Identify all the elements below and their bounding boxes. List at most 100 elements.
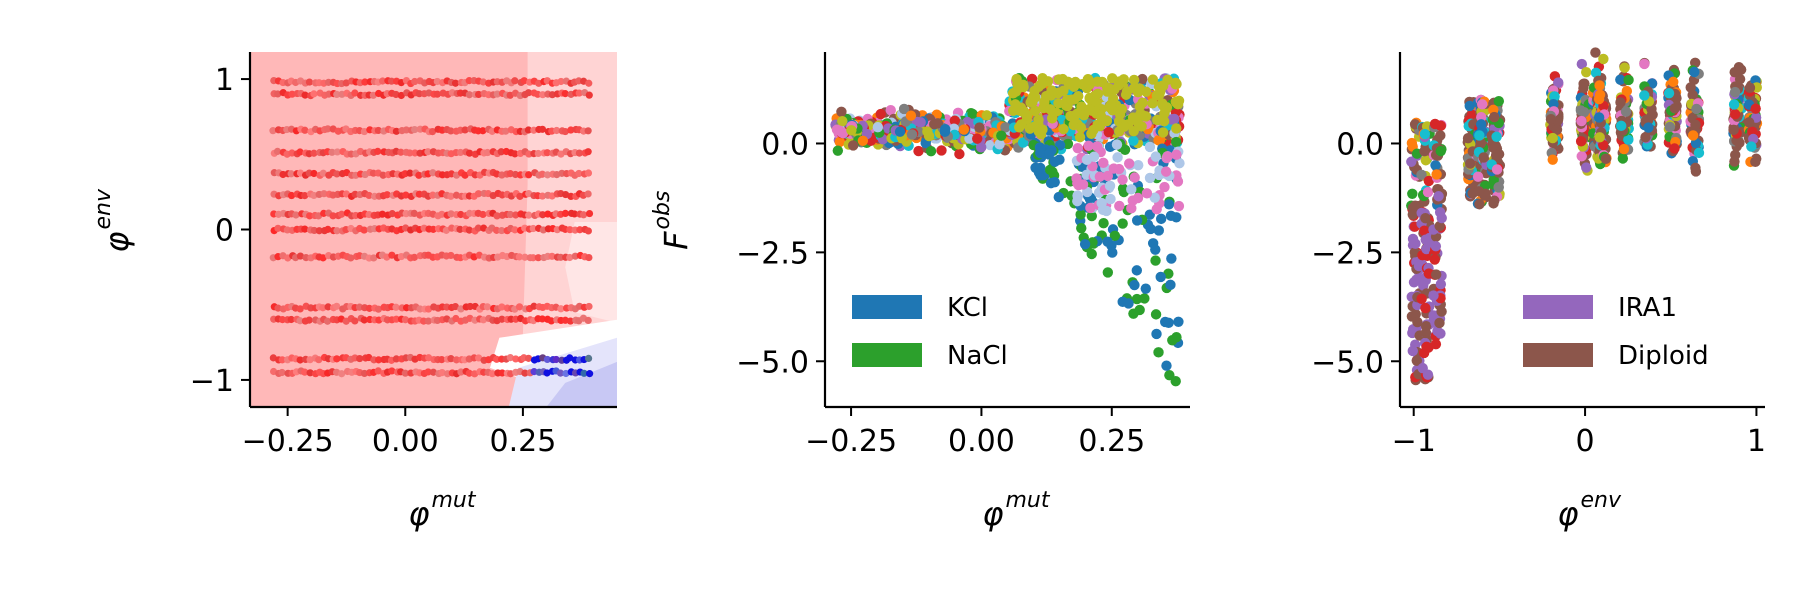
- heatmap-point: [402, 126, 410, 134]
- heatmap-point: [392, 303, 400, 311]
- heatmap-point: [374, 147, 382, 155]
- data-point: [1429, 118, 1441, 130]
- heatmap-point: [575, 89, 583, 97]
- data-point: [1153, 347, 1164, 358]
- heatmap-point: [586, 370, 594, 378]
- heatmap-point: [447, 127, 455, 135]
- heatmap-point: [534, 149, 542, 158]
- heatmap-point: [347, 254, 355, 262]
- heatmap-point: [379, 171, 387, 179]
- heatmap-point: [324, 125, 332, 133]
- data-point: [1150, 244, 1161, 255]
- data-point: [1105, 193, 1116, 205]
- data-point: [1073, 90, 1084, 102]
- data-point: [1171, 332, 1182, 343]
- data-point: [1615, 97, 1626, 108]
- data-point: [1744, 82, 1756, 94]
- x-tick-label: 0: [1576, 424, 1595, 459]
- heatmap-point: [525, 171, 533, 179]
- data-point: [1416, 293, 1427, 305]
- data-point: [1155, 213, 1167, 225]
- data-point: [1420, 302, 1431, 314]
- data-point: [958, 124, 970, 135]
- heatmap-point: [315, 356, 323, 364]
- legend-swatch: [1523, 343, 1593, 367]
- x-axis-label-sup: mut: [1006, 488, 1051, 513]
- data-point: [967, 108, 978, 120]
- heatmap-point: [360, 316, 368, 324]
- heatmap-point: [575, 149, 583, 157]
- heatmap-point: [584, 148, 592, 156]
- data-point: [1575, 136, 1587, 147]
- data-point: [1431, 169, 1442, 180]
- data-point: [1594, 80, 1605, 91]
- data-point: [1491, 131, 1502, 142]
- data-point: [1134, 83, 1145, 94]
- y-axis-label-group: φ env: [91, 188, 136, 253]
- data-point: [1476, 112, 1487, 123]
- data-point: [1687, 130, 1699, 141]
- data-point: [1407, 233, 1419, 245]
- data-point: [1053, 98, 1064, 109]
- data-point: [1664, 121, 1676, 133]
- data-point: [915, 117, 926, 128]
- data-point: [1669, 143, 1680, 154]
- data-point: [972, 133, 983, 144]
- data-point: [1102, 267, 1114, 278]
- heatmap-point: [374, 126, 382, 135]
- data-point: [1035, 162, 1046, 174]
- data-point: [1037, 124, 1048, 135]
- data-point: [847, 140, 859, 151]
- heatmap-point: [457, 210, 465, 219]
- data-point: [1159, 181, 1170, 193]
- heatmap-point: [456, 148, 465, 157]
- data-point: [1421, 341, 1432, 353]
- heatmap-point: [524, 354, 533, 362]
- data-point: [1157, 99, 1168, 111]
- data-point: [1151, 328, 1162, 340]
- data-point: [1072, 142, 1083, 154]
- y-axis-label-sup: env: [91, 188, 116, 229]
- data-point: [1039, 96, 1050, 108]
- heatmap-point: [447, 251, 455, 260]
- heatmap-point: [429, 368, 437, 376]
- data-point: [1150, 309, 1162, 320]
- heatmap-point: [474, 224, 482, 232]
- data-point: [1473, 186, 1485, 197]
- data-point: [1464, 100, 1475, 112]
- data-point: [1474, 130, 1485, 141]
- data-point: [1643, 122, 1654, 133]
- data-point: [1746, 141, 1757, 152]
- heatmap-point: [424, 317, 432, 325]
- heatmap-point: [338, 370, 346, 378]
- data-point: [1594, 89, 1606, 101]
- data-point: [1545, 114, 1557, 125]
- data-point: [936, 145, 947, 156]
- data-point: [1058, 123, 1069, 135]
- data-point: [857, 135, 869, 146]
- data-point: [1113, 79, 1124, 91]
- legend-swatch: [1523, 295, 1593, 319]
- data-point: [1411, 274, 1422, 285]
- heatmap-point: [296, 148, 304, 156]
- data-point: [1623, 74, 1634, 86]
- data-point: [1144, 141, 1156, 153]
- data-point: [1101, 115, 1112, 126]
- data-point: [1018, 81, 1029, 93]
- heatmap-point: [310, 169, 318, 178]
- data-point: [1053, 74, 1065, 85]
- data-point: [1551, 124, 1563, 135]
- heatmap-point: [585, 79, 593, 87]
- heatmap-point: [328, 148, 336, 156]
- data-point: [1422, 187, 1434, 198]
- data-point: [1128, 74, 1140, 86]
- data-point: [1734, 73, 1746, 85]
- x-tick-label: −0.25: [242, 424, 334, 459]
- data-point: [974, 122, 985, 133]
- data-point: [1493, 95, 1505, 107]
- data-point: [1419, 146, 1430, 157]
- data-point: [1083, 140, 1094, 151]
- heatmap-point: [516, 192, 524, 200]
